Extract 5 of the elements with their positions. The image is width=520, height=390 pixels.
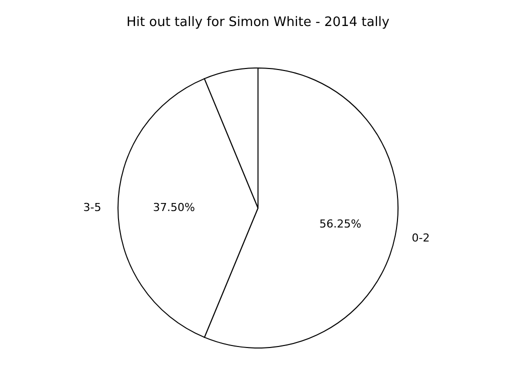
slice-label: 0-2: [412, 232, 430, 245]
slice-label: 3-5: [83, 201, 102, 214]
data-label: 37.50%: [153, 201, 195, 214]
data-label: 56.25%: [319, 217, 362, 230]
chart-title: Hit out tally for Simon White - 2014 tally: [126, 15, 390, 30]
